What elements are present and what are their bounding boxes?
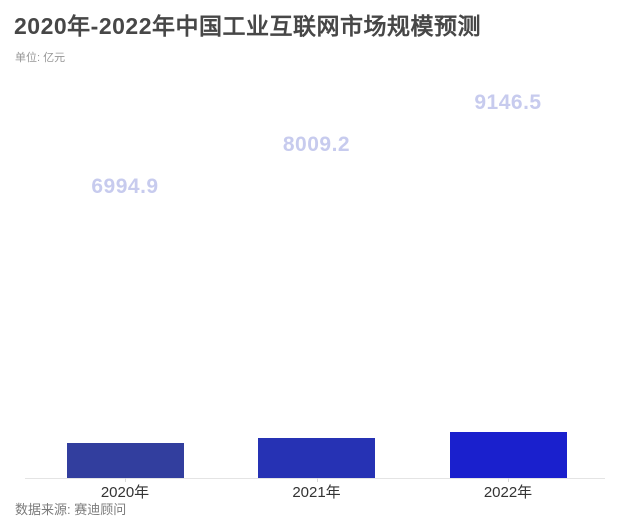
x-axis-label: 2020年 [100, 484, 150, 501]
bar-2021年 [258, 438, 375, 478]
x-axis-label: 2022年 [483, 484, 533, 501]
x-axis-tick [125, 478, 126, 482]
value-label: 9146.5 [474, 91, 542, 114]
bar-2020年 [66, 443, 184, 478]
data-source: 数据来源: 赛迪顾问 [15, 502, 127, 517]
value-label: 8009.2 [282, 133, 351, 156]
chart-title: 2020年-2022年中国工业互联网市场规模预测 [14, 13, 481, 39]
x-axis-tick [508, 478, 509, 482]
x-axis-label: 2021年 [292, 484, 341, 501]
bar-2022年 [449, 432, 567, 478]
value-label: 6994.9 [91, 175, 159, 198]
x-axis-tick [316, 478, 318, 482]
unit-label: 单位: 亿元 [15, 52, 66, 64]
x-axis-line [25, 478, 605, 479]
